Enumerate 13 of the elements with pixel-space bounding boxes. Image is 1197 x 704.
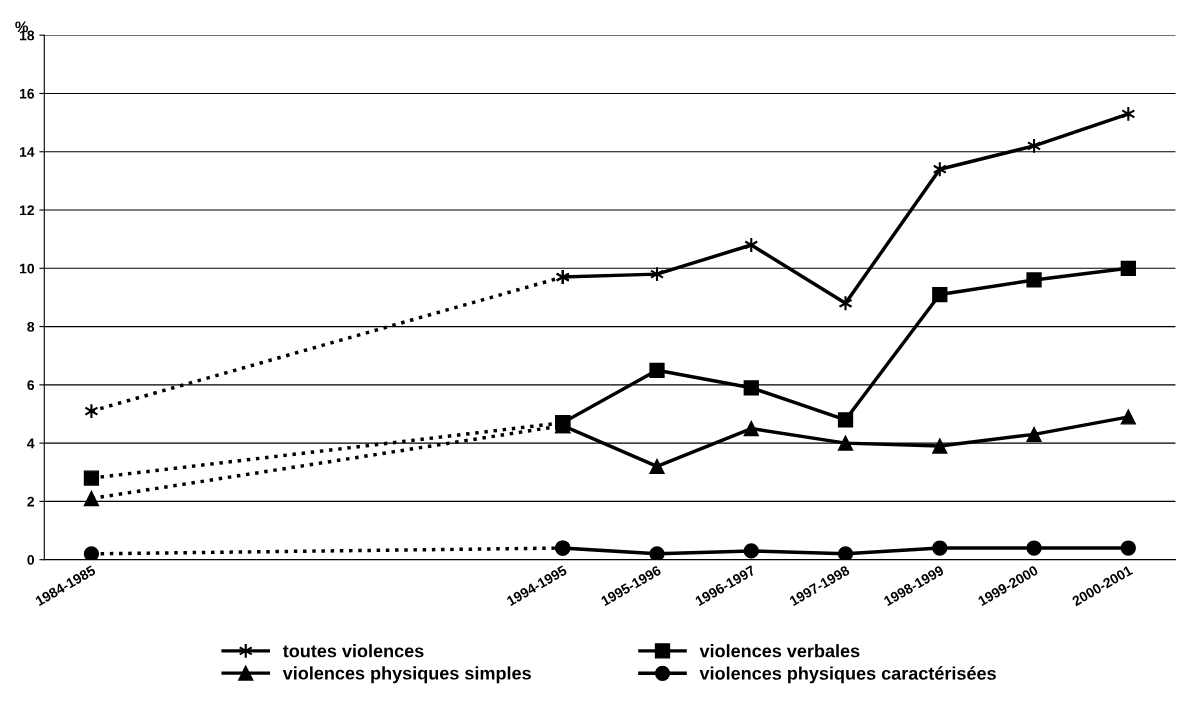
y-tick-label: 6 [27,380,35,391]
y-tick-label: 0 [27,555,34,565]
y-tick-label: 14 [19,147,35,157]
y-tick-label: 16 [19,88,35,99]
y-tick-label: 12 [19,205,35,216]
y-tick-label: 10 [19,263,34,274]
legend-label: violences verbales [699,644,860,658]
y-tick-label: 8 [27,321,35,332]
y-tick-label: 4 [27,438,35,449]
legend-label: toutes violences [282,644,424,658]
legend-label: violences physiques caractérisées [699,666,996,684]
y-tick-label: 2 [27,496,35,507]
legend-label: violences physiques simples [282,666,531,684]
